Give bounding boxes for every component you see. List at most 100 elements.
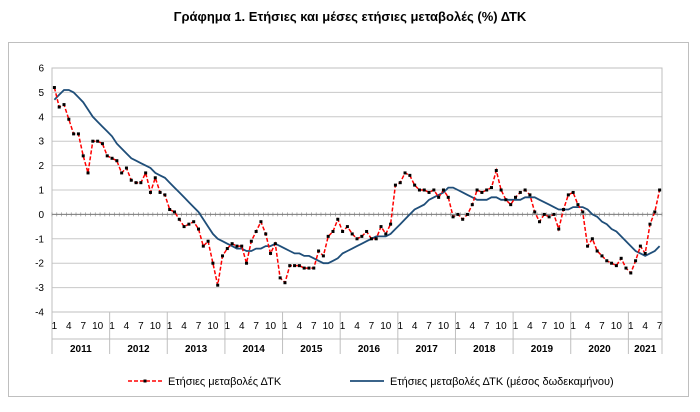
- data-point-annual: [485, 188, 489, 192]
- data-point-annual: [614, 264, 618, 268]
- data-point-annual: [480, 190, 484, 194]
- chart-title: Γράφημα 1. Ετήσιες και μέσες ετήσιες μετ…: [173, 9, 527, 24]
- data-point-annual: [302, 266, 306, 270]
- month-tick-label: 10: [150, 321, 162, 332]
- data-point-annual: [518, 190, 522, 194]
- month-tick-label: 1: [397, 321, 403, 332]
- data-point-annual: [605, 259, 609, 263]
- data-point-annual: [211, 261, 215, 265]
- data-point-annual: [408, 173, 412, 177]
- year-label: 2015: [300, 344, 323, 355]
- data-point-annual: [196, 227, 200, 231]
- data-point-annual: [105, 154, 109, 158]
- data-point-annual: [225, 247, 229, 251]
- data-point-annual: [221, 254, 225, 258]
- month-tick-label: 1: [570, 321, 576, 332]
- data-point-annual: [254, 229, 258, 233]
- data-point-annual: [235, 244, 239, 248]
- data-point-annual: [115, 159, 119, 163]
- data-point-annual: [345, 225, 349, 229]
- month-tick-label: 7: [196, 321, 202, 332]
- year-label: 2021: [634, 344, 657, 355]
- month-tick-label: 10: [438, 321, 450, 332]
- data-point-annual: [557, 227, 561, 231]
- data-point-annual: [586, 244, 590, 248]
- data-point-annual: [648, 222, 652, 226]
- y-tick-label: 3: [38, 137, 44, 148]
- year-label: 2014: [243, 344, 266, 355]
- data-point-annual: [514, 195, 518, 199]
- data-point-annual: [52, 86, 56, 90]
- plot-area: [51, 67, 663, 313]
- chart-frame: [8, 42, 689, 397]
- month-tick-label: 4: [469, 321, 475, 332]
- data-point-annual: [317, 249, 321, 253]
- month-tick-label: 10: [496, 321, 508, 332]
- month-tick-label: 10: [265, 321, 277, 332]
- year-label: 2017: [416, 344, 439, 355]
- data-point-annual: [494, 168, 498, 172]
- data-point-annual: [57, 105, 61, 109]
- y-tick-label: -3: [35, 283, 44, 294]
- data-point-annual: [321, 254, 325, 258]
- data-point-annual: [427, 190, 431, 194]
- data-point-annual: [413, 183, 417, 187]
- data-point-annual: [566, 193, 570, 197]
- data-point-annual: [168, 208, 172, 212]
- data-point-annual: [538, 220, 542, 224]
- month-tick-label: 1: [282, 321, 288, 332]
- data-point-annual: [509, 203, 513, 207]
- data-point-annual: [139, 181, 143, 185]
- data-point-annual: [456, 212, 460, 216]
- month-tick-label: 7: [426, 321, 432, 332]
- month-tick-label: 4: [527, 321, 533, 332]
- data-point-annual: [465, 212, 469, 216]
- data-point-annual: [360, 234, 364, 238]
- data-point-annual: [326, 234, 330, 238]
- data-point-annual: [379, 225, 383, 229]
- data-point-annual: [576, 203, 580, 207]
- y-tick-label: 6: [38, 64, 44, 75]
- data-point-annual: [384, 232, 388, 236]
- data-point-annual: [187, 222, 191, 226]
- data-point-annual: [336, 217, 340, 221]
- data-point-annual: [283, 281, 287, 285]
- data-point-annual: [624, 266, 628, 270]
- data-point-annual: [72, 132, 76, 136]
- month-tick-label: 7: [599, 321, 605, 332]
- data-point-annual: [120, 171, 124, 175]
- data-point-annual: [638, 244, 642, 248]
- data-point-annual: [547, 215, 551, 219]
- data-point-annual: [374, 237, 378, 241]
- data-point-annual: [245, 261, 249, 265]
- month-tick-label: 4: [297, 321, 303, 332]
- data-point-annual: [91, 139, 95, 143]
- year-label: 2019: [531, 344, 554, 355]
- month-tick-label: 10: [207, 321, 219, 332]
- data-point-annual: [259, 220, 263, 224]
- data-point-annual: [273, 242, 277, 246]
- month-tick-label: 7: [311, 321, 317, 332]
- y-tick-label: 0: [38, 210, 44, 221]
- month-tick-label: 10: [92, 321, 104, 332]
- data-point-annual: [192, 220, 196, 224]
- data-point-annual: [153, 176, 157, 180]
- year-label: 2013: [185, 344, 208, 355]
- year-label: 2020: [588, 344, 611, 355]
- data-point-annual: [629, 271, 633, 275]
- month-tick-label: 4: [124, 321, 130, 332]
- data-point-annual: [67, 117, 71, 121]
- month-tick-label: 7: [542, 321, 548, 332]
- data-point-annual: [451, 215, 455, 219]
- data-point-annual: [446, 195, 450, 199]
- data-point-annual: [389, 222, 393, 226]
- data-point-annual: [86, 171, 90, 175]
- data-point-annual: [172, 210, 176, 214]
- month-tick-label: 1: [340, 321, 346, 332]
- data-point-annual: [307, 266, 311, 270]
- month-tick-label: 7: [484, 321, 490, 332]
- data-point-annual: [124, 166, 128, 170]
- month-tick-label: 10: [611, 321, 623, 332]
- data-point-annual: [206, 239, 210, 243]
- data-point-annual: [643, 251, 647, 255]
